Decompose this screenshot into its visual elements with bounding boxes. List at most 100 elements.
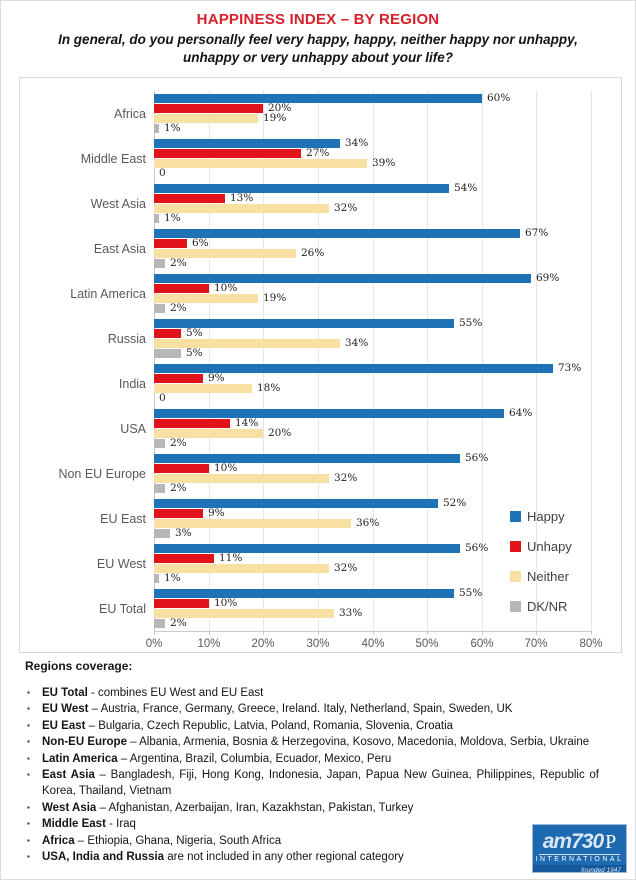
value-label: 2% — [170, 482, 187, 494]
value-label: 27% — [306, 147, 330, 159]
bar-row-eu-east-dk-nr: 3% — [154, 528, 591, 538]
value-label: 34% — [345, 137, 369, 149]
x-tick-80% — [591, 631, 592, 635]
region-note-east-asia: East Asia – Bangladesh, Fiji, Hong Kong,… — [25, 767, 599, 800]
logo-p-letter: P — [605, 831, 617, 853]
region-note-name: Non-EU Europe — [42, 736, 127, 749]
bar-row-non-eu-europe-neither: 32% — [154, 473, 591, 483]
bar-row-latin-america-dk-nr: 2% — [154, 303, 591, 313]
bar-unhapy — [154, 149, 301, 158]
value-label: 32% — [334, 202, 358, 214]
bar-row-eu-total-dk-nr: 2% — [154, 618, 591, 628]
bar-row-eu-west-unhapy: 11% — [154, 552, 591, 564]
value-label: 14% — [235, 417, 259, 429]
region-note-text: – Ethiopia, Ghana, Nigeria, South Africa — [74, 834, 282, 847]
region-note-eu-west: EU West – Austria, France, Germany, Gree… — [25, 701, 599, 718]
bar-chart: 60% 20% 19% 1% 34% 27% 39% 0 54% 13% 32% 1% 67% 6% 26%… — [19, 77, 622, 653]
value-label: 1% — [164, 122, 181, 134]
x-tick-20% — [263, 631, 264, 635]
category-label-eu-west: EU West — [96, 556, 146, 571]
value-label: 20% — [268, 102, 292, 114]
bar-dk-nr — [154, 259, 165, 268]
value-label: 11% — [219, 552, 243, 564]
region-note-name: EU East — [42, 719, 86, 732]
value-label: 5% — [186, 327, 203, 339]
bar-happy — [154, 184, 449, 193]
category-label-usa: USA — [120, 421, 146, 436]
bar-row-usa-unhapy: 14% — [154, 417, 591, 429]
page-title: HAPPINESS INDEX – BY REGION — [196, 11, 440, 28]
region-note-name: EU West — [42, 703, 89, 716]
bar-row-africa-neither: 19% — [154, 113, 591, 123]
bar-unhapy — [154, 599, 209, 608]
region-note-eu-east: EU East – Bulgaria, Czech Republic, Latv… — [25, 718, 599, 735]
bar-neither — [154, 474, 329, 483]
value-label: 54% — [454, 182, 478, 194]
bar-row-east-asia-neither: 26% — [154, 248, 591, 258]
bar-row-middle-east-happy: 34% — [154, 137, 591, 149]
bar-row-usa-neither: 20% — [154, 428, 591, 438]
bar-unhapy — [154, 374, 203, 383]
bar-neither — [154, 564, 329, 573]
bar-row-russia-happy: 55% — [154, 318, 591, 328]
x-tick-label-0%: 0% — [145, 638, 163, 650]
bar-row-eu-west-dk-nr: 1% — [154, 572, 591, 584]
category-label-east-asia: East Asia — [93, 241, 146, 256]
legend-item-unhapy: Unhapy — [510, 539, 572, 554]
bar-happy — [154, 319, 454, 328]
regions-coverage-heading: Regions coverage: — [25, 659, 133, 673]
bar-dk-nr — [154, 214, 159, 223]
logo-founded-text: founded 1947 — [533, 865, 626, 872]
x-tick-60% — [482, 631, 483, 635]
bar-dk-nr — [154, 619, 165, 628]
bar-dk-nr — [154, 574, 159, 583]
x-tick-50% — [427, 631, 428, 635]
bar-unhapy — [154, 284, 209, 293]
bar-unhapy — [154, 194, 225, 203]
bar-group-russia: 55% 5% 34% 5% — [154, 316, 591, 361]
value-label: 1% — [164, 572, 181, 584]
value-label: 6% — [192, 237, 209, 249]
bar-row-usa-happy: 64% — [154, 407, 591, 419]
region-note-latin-america: Latin America – Argentina, Brazil, Colum… — [25, 751, 599, 768]
x-tick-40% — [373, 631, 374, 635]
logo-am730-text: am730 — [542, 830, 604, 853]
value-label: 64% — [509, 407, 533, 419]
bar-happy — [154, 94, 482, 103]
bar-dk-nr — [154, 304, 165, 313]
legend-item-neither: Neither — [510, 569, 572, 584]
category-label-eu-total: EU Total — [98, 601, 146, 616]
bar-row-usa-dk-nr: 2% — [154, 438, 591, 448]
bar-dk-nr — [154, 484, 165, 493]
bar-group-west-asia: 54% 13% 32% 1% — [154, 181, 591, 226]
region-note-name: East Asia — [42, 769, 95, 782]
bar-row-latin-america-unhapy: 10% — [154, 283, 591, 293]
region-note-text: – Austria, France, Germany, Greece, Irel… — [88, 703, 513, 716]
bar-row-africa-unhapy: 20% — [154, 102, 591, 114]
region-note-text: - Iraq — [105, 818, 136, 831]
bar-unhapy — [154, 509, 203, 518]
value-label: 1% — [164, 212, 181, 224]
bar-neither — [154, 339, 340, 348]
value-label: 19% — [263, 292, 287, 304]
x-tick-10% — [209, 631, 210, 635]
bar-dk-nr — [154, 529, 170, 538]
value-label: 39% — [372, 157, 396, 169]
bar-happy — [154, 364, 553, 373]
regions-coverage-list: EU Total - combines EU West and EU EastE… — [25, 685, 599, 866]
legend-item-happy: Happy — [510, 509, 572, 524]
gridline-60% — [482, 91, 483, 631]
gridline-40% — [373, 91, 374, 631]
region-note-text: – Albania, Armenia, Bosnia & Herzegovina… — [126, 736, 590, 749]
x-tick-label-20%: 20% — [251, 638, 275, 650]
legend-swatch-happy — [510, 511, 521, 522]
bar-row-eu-west-neither: 32% — [154, 563, 591, 573]
bar-row-non-eu-europe-dk-nr: 2% — [154, 482, 591, 494]
bar-row-africa-dk-nr: 1% — [154, 122, 591, 134]
logo-international-text: INTERNATIONAL — [535, 856, 624, 863]
value-label: 33% — [339, 607, 363, 619]
bar-row-latin-america-happy: 69% — [154, 273, 591, 283]
gridline-50% — [427, 91, 428, 631]
legend-label-dk-nr: DK/NR — [527, 599, 568, 614]
bar-row-eu-total-neither: 33% — [154, 607, 591, 619]
